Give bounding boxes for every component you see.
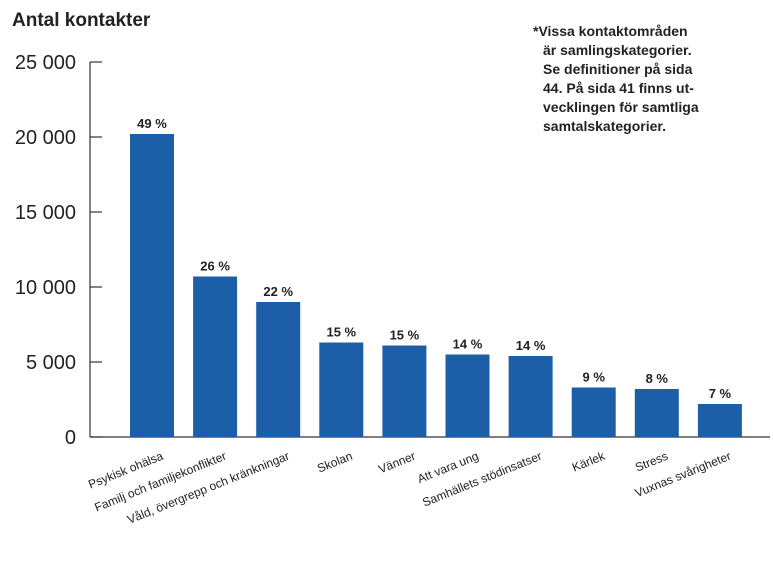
- footnote-line: vecklingen för samtliga: [543, 99, 699, 115]
- footnote-line: är samlingskategorier.: [543, 42, 692, 58]
- y-tick-label: 25 000: [15, 52, 76, 74]
- bar: [634, 389, 679, 437]
- y-tick-label: 20 000: [15, 127, 76, 149]
- bar: [571, 387, 616, 437]
- bar: [130, 134, 174, 437]
- x-tick-label: Kärlek: [570, 448, 608, 474]
- bar: [382, 345, 427, 437]
- bar: [508, 356, 553, 437]
- bar-data-label: 22 %: [263, 284, 293, 299]
- y-tick-label: 10 000: [15, 277, 76, 299]
- x-tick-label: Vänner: [376, 449, 417, 476]
- bar-data-label: 14 %: [453, 337, 483, 352]
- bar-data-label: 15 %: [390, 328, 420, 343]
- x-tick-label: Stress: [633, 449, 670, 475]
- bar: [445, 354, 490, 437]
- bar-data-label: 49 %: [137, 116, 167, 131]
- y-tick-label: 0: [65, 427, 76, 449]
- y-tick-label: 15 000: [15, 202, 76, 224]
- x-tick-label: Samhällets stödinsatser: [420, 449, 543, 510]
- footnote-line: 44. På sida 41 finns ut-: [543, 80, 694, 96]
- bar-data-label: 14 %: [516, 338, 546, 353]
- x-tick-label: Skolan: [315, 449, 354, 476]
- bar: [697, 404, 742, 437]
- bar: [193, 276, 238, 437]
- bar: [256, 302, 301, 437]
- bar-data-label: 8 %: [646, 371, 669, 386]
- footnote: *Vissa kontaktområden är samlingskategor…: [533, 22, 763, 136]
- footnote-line: samtalskategorier.: [543, 118, 666, 134]
- footnote-line: Se definitioner på sida: [543, 61, 693, 77]
- bar-data-label: 9 %: [582, 370, 605, 385]
- bar: [319, 342, 364, 437]
- bar-data-label: 7 %: [709, 386, 732, 401]
- bar-data-label: 26 %: [200, 259, 230, 274]
- bar-data-label: 15 %: [326, 325, 356, 340]
- footnote-line: *Vissa kontaktområden: [533, 23, 688, 39]
- y-tick-label: 5 000: [26, 352, 76, 374]
- y-axis-label: Antal kontakter: [12, 10, 151, 31]
